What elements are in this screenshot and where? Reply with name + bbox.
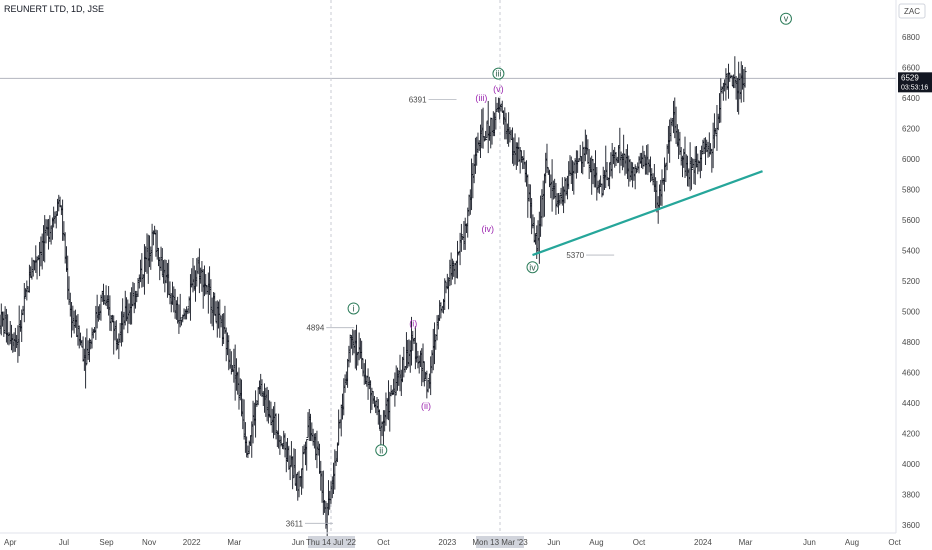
time-tick-label: Aug bbox=[589, 538, 603, 547]
ohlc-bar bbox=[22, 283, 26, 323]
wave-label-minor: (v) bbox=[493, 84, 504, 94]
wave-label-text: (i) bbox=[409, 319, 417, 329]
wave-label-minor: (iii) bbox=[475, 93, 487, 103]
wave-label-text: ii bbox=[379, 445, 383, 455]
price-marker: 6391 bbox=[409, 95, 457, 104]
ohlc-bar bbox=[422, 361, 426, 387]
wave-label-text: v bbox=[784, 14, 789, 24]
wave-label-circled: iv bbox=[526, 261, 539, 274]
symbol-title: REUNERT LTD, 1D, JSE bbox=[4, 4, 104, 14]
ohlc-bar bbox=[622, 134, 626, 168]
wave-label-text: (iv) bbox=[482, 224, 495, 234]
wave-label-circled: i bbox=[347, 302, 360, 315]
wave-label-circled: v bbox=[779, 12, 792, 25]
price-marker-label: 4894 bbox=[306, 324, 324, 333]
price-tick-label: 4200 bbox=[902, 430, 920, 439]
ohlc-bar bbox=[335, 442, 339, 463]
price-tick-label: 4400 bbox=[902, 399, 920, 408]
price-tick-label: 4000 bbox=[902, 460, 920, 469]
wave-label-text: (ii) bbox=[421, 401, 431, 411]
wave-label-minor: (iv) bbox=[482, 224, 495, 234]
price-tick-label: 5400 bbox=[902, 247, 920, 256]
time-tick-label: Jun bbox=[292, 538, 305, 547]
crosshair-date-label-2: Mon 13 Mar '23 bbox=[472, 536, 528, 548]
wave-label-text: (iii) bbox=[475, 93, 487, 103]
time-tick-label: Oct bbox=[633, 538, 646, 547]
price-tick-label: 4600 bbox=[902, 369, 920, 378]
ohlc-bars bbox=[0, 56, 747, 540]
price-marker-label: 6391 bbox=[409, 95, 427, 104]
crosshair-date-2: Mon 13 Mar '23 bbox=[472, 538, 528, 547]
price-tick-label: 5200 bbox=[902, 277, 920, 286]
ohlc-bar bbox=[274, 413, 278, 440]
ohlc-bar bbox=[459, 223, 463, 252]
price-tick-label: 6400 bbox=[902, 94, 920, 103]
price-tick-label: 5000 bbox=[902, 308, 920, 317]
time-tick-label: Mar bbox=[227, 538, 241, 547]
time-tick-label: Oct bbox=[888, 538, 901, 547]
wave-label-text: iv bbox=[529, 262, 536, 272]
crosshair-date-1: Thu 14 Jul '22 bbox=[306, 538, 357, 547]
time-tick-label: 2022 bbox=[183, 538, 201, 547]
ohlc-bar bbox=[605, 162, 609, 181]
last-price-value: 6529 bbox=[901, 73, 919, 82]
support-trendline[interactable] bbox=[532, 170, 763, 257]
ohlc-bar bbox=[743, 66, 747, 88]
currency-label: ZAC bbox=[904, 7, 920, 16]
wave-label-circled: ii bbox=[375, 444, 388, 457]
ohlc-bar bbox=[288, 455, 292, 481]
wave-label-minor: (i) bbox=[409, 319, 417, 329]
price-axis[interactable]: 3600 3800 4000 4200 4400 4600 4800 5000 5200 5400… bbox=[902, 33, 920, 530]
annotation-layer: 6391489453703611iiiiiiivv(i)(ii)(iii)(iv… bbox=[286, 12, 792, 528]
currency-box[interactable]: ZAC bbox=[898, 3, 926, 19]
time-tick-label: Sep bbox=[99, 538, 114, 547]
price-tick-label: 5600 bbox=[902, 216, 920, 225]
price-tick-label: 3800 bbox=[902, 491, 920, 500]
price-marker-label: 3611 bbox=[286, 519, 304, 528]
ohlc-bar bbox=[634, 167, 638, 174]
wave-label-minor: (ii) bbox=[421, 401, 431, 411]
time-axis[interactable]: Apr Jul Sep Nov 2022 Mar Jun Oct 2023 Jun Aug Oct 20… bbox=[4, 538, 902, 547]
price-tick-label: 6600 bbox=[902, 64, 920, 73]
ohlc-bar bbox=[443, 278, 447, 310]
time-tick-label: Jul bbox=[59, 538, 69, 547]
ohlc-bar bbox=[489, 117, 493, 149]
ohlc-bar bbox=[305, 438, 309, 471]
last-price-tag: 6529 03:53:16 bbox=[898, 72, 932, 93]
time-tick-label: Mar bbox=[739, 538, 753, 547]
price-marker: 3611 bbox=[286, 519, 333, 528]
wave-label-text: i bbox=[353, 303, 355, 313]
wave-label-circled: iii bbox=[492, 67, 505, 80]
ohlc-bar bbox=[642, 150, 646, 167]
time-tick-label: Oct bbox=[377, 538, 390, 547]
ohlc-bar bbox=[689, 157, 693, 190]
price-marker-label: 5370 bbox=[566, 251, 584, 260]
price-tick-label: 3600 bbox=[902, 521, 920, 530]
price-tick-label: 6000 bbox=[902, 155, 920, 164]
price-tick-label: 6200 bbox=[902, 125, 920, 134]
ohlc-bar bbox=[484, 130, 488, 141]
time-tick-label: Aug bbox=[845, 538, 859, 547]
crosshair-date-label-1: Thu 14 Jul '22 bbox=[306, 536, 357, 548]
wave-label-text: iii bbox=[495, 69, 501, 79]
time-tick-label: Jun bbox=[803, 538, 816, 547]
countdown-timer: 03:53:16 bbox=[901, 84, 928, 91]
ohlc-bar bbox=[130, 287, 134, 325]
time-tick-label: 2024 bbox=[694, 538, 712, 547]
time-tick-label: 2023 bbox=[438, 538, 456, 547]
time-tick-label: Nov bbox=[142, 538, 156, 547]
time-tick-label: Apr bbox=[4, 538, 17, 547]
price-marker: 5370 bbox=[566, 251, 615, 260]
wave-label-text: (v) bbox=[493, 84, 504, 94]
grid bbox=[0, 0, 896, 533]
price-marker: 4894 bbox=[306, 324, 355, 333]
trendline-layer[interactable] bbox=[532, 170, 763, 257]
price-tick-label: 6800 bbox=[902, 33, 920, 42]
time-tick-label: Jun bbox=[547, 538, 560, 547]
price-tick-label: 5800 bbox=[902, 186, 920, 195]
ohlc-bar bbox=[84, 337, 88, 389]
price-tick-label: 4800 bbox=[902, 338, 920, 347]
